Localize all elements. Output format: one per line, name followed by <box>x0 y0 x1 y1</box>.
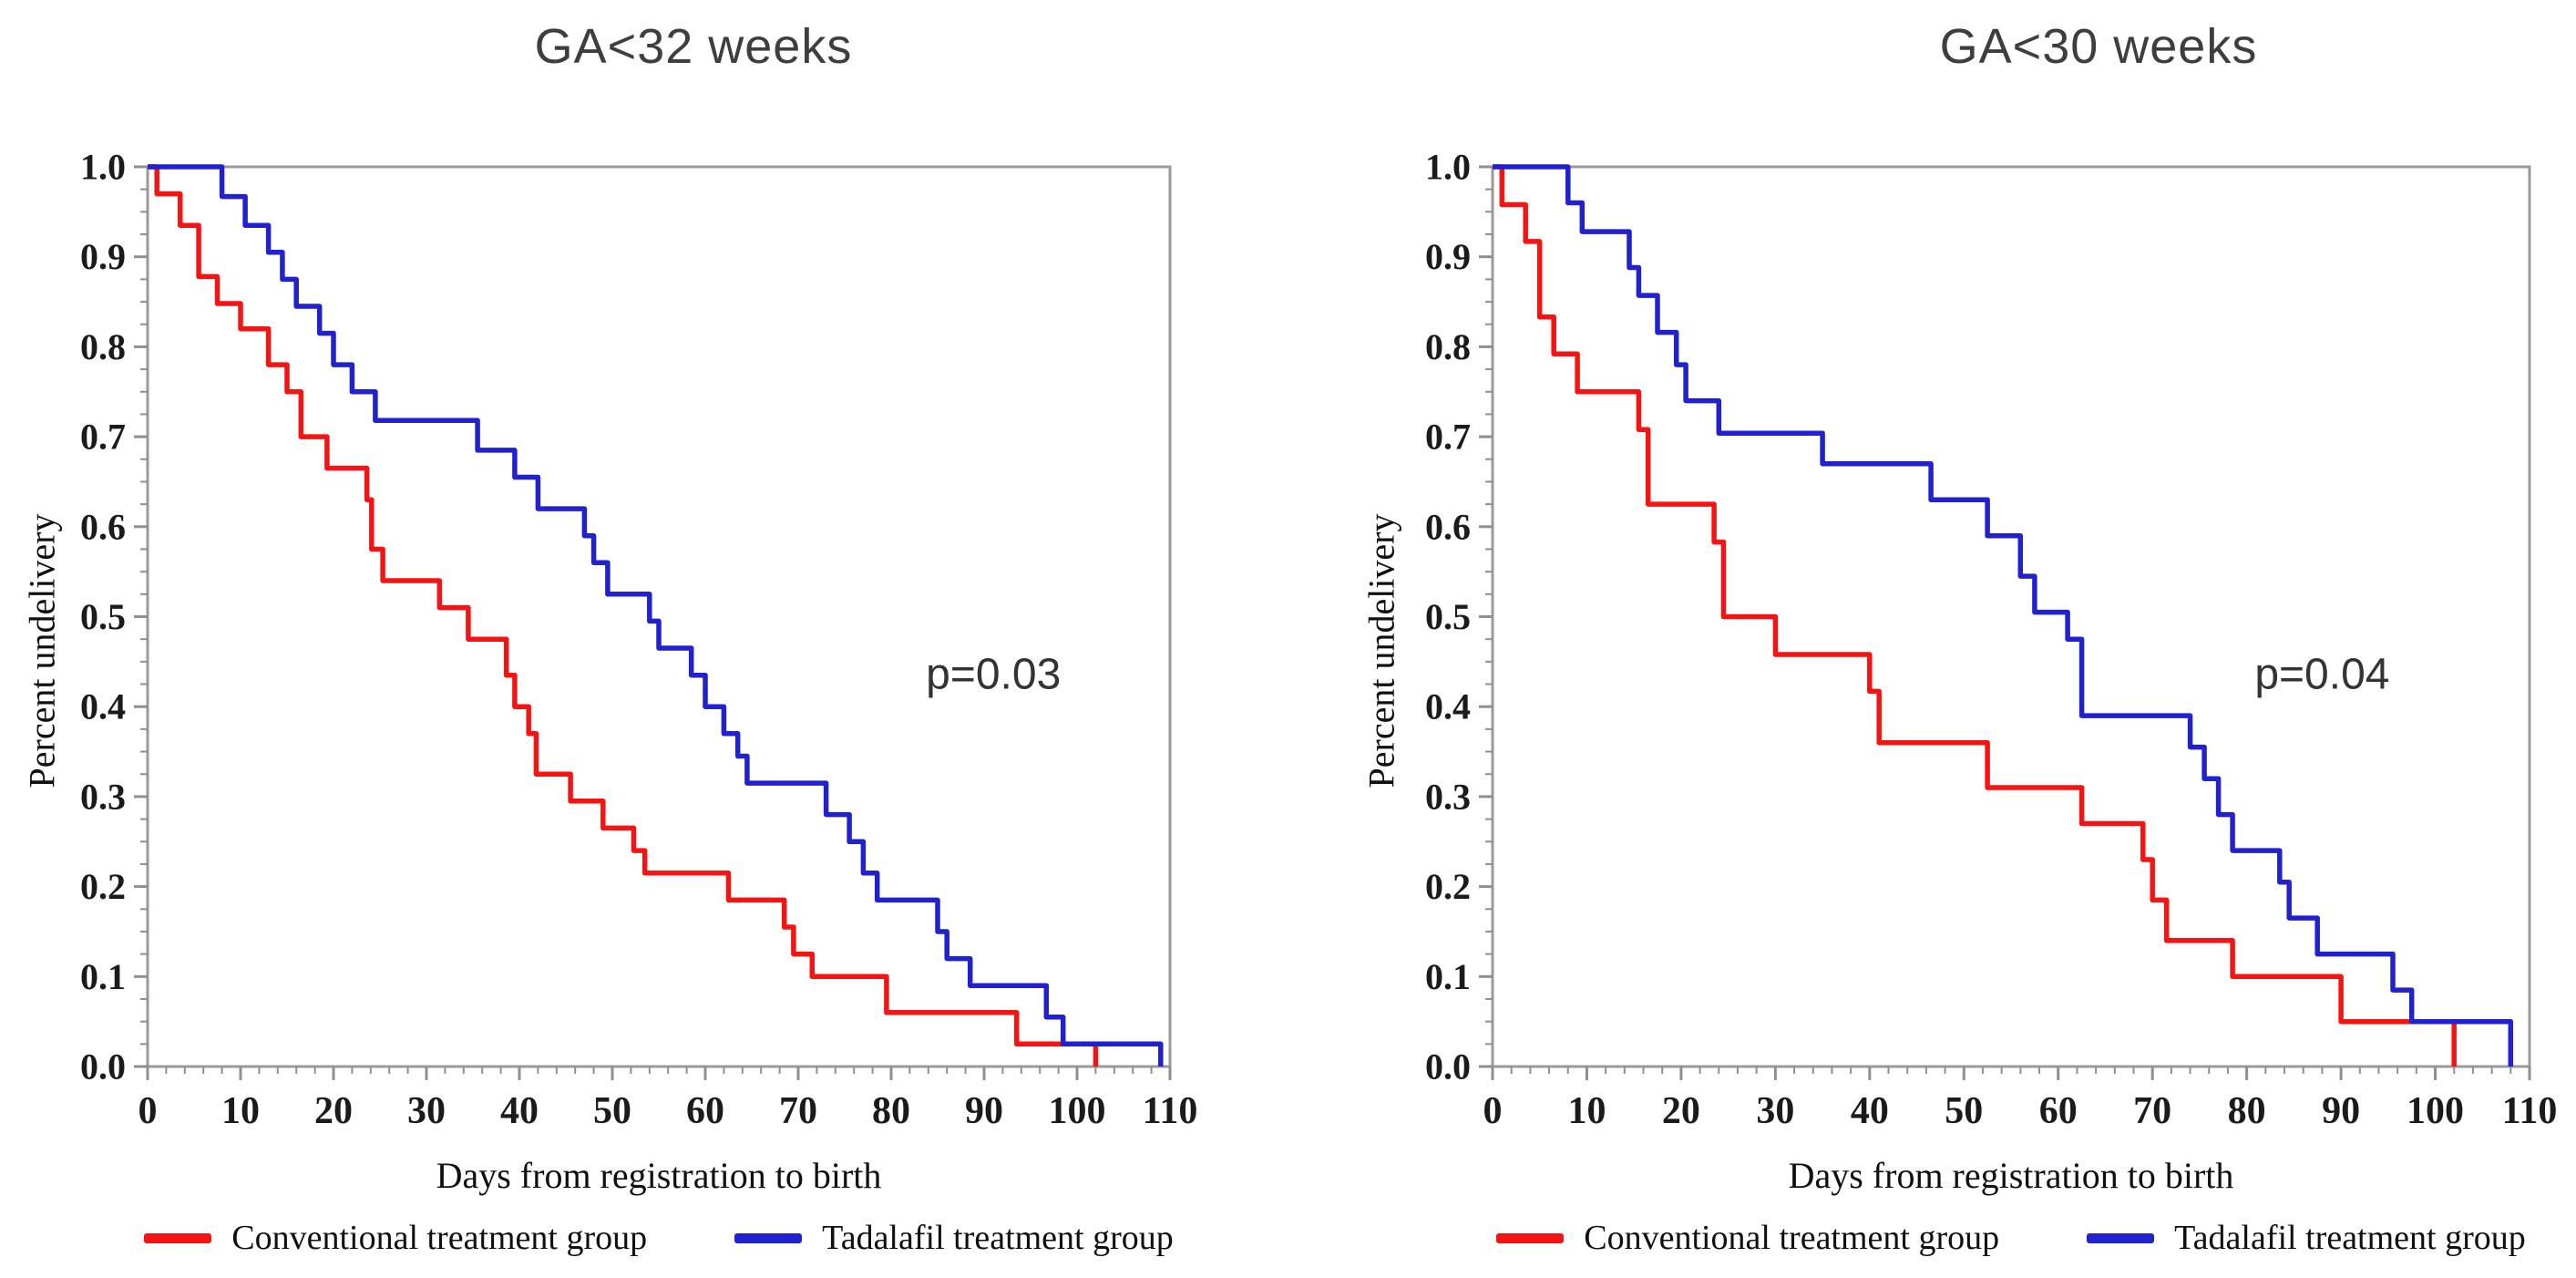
x-tick-label: 110 <box>2502 1090 2558 1132</box>
x-tick-label: 70 <box>779 1090 817 1132</box>
x-axis-label-right: Days from registration to birth <box>1788 1155 2234 1196</box>
p-value-annotation: p=0.03 <box>926 650 1061 698</box>
legend-item-conventional: Conventional treatment group <box>144 1218 647 1258</box>
y-tick-label: 0.1 <box>80 956 126 997</box>
x-tick-label: 40 <box>500 1090 539 1132</box>
x-tick-label: 50 <box>1945 1090 1983 1132</box>
series-conventional <box>148 164 1099 1067</box>
conventional-line-swatch <box>1496 1232 1565 1243</box>
y-tick-label: 0.9 <box>80 236 126 277</box>
y-tick-label: 0.8 <box>80 326 126 367</box>
p-value-annotation: p=0.04 <box>2254 650 2389 698</box>
legend-label-tadalafil: Tadalafil treatment group <box>2174 1219 2526 1257</box>
km-plot-ga32: 0.0 0.1 0.2 0.3 0.4 0.5 0.6 0.7 0.8 0.9 1.0 0 10 20 30… <box>80 147 1197 1133</box>
y-tick-label: 0.0 <box>1425 1046 1471 1087</box>
x-axis-label-left: Days from registration to birth <box>436 1155 882 1196</box>
y-axis-label-left: Percent undelivery <box>21 513 63 788</box>
y-tick-label: 0.2 <box>80 866 126 907</box>
legend-item-tadalafil: Tadalafil treatment group <box>2087 1218 2526 1258</box>
x-tick-label: 100 <box>1049 1090 1106 1132</box>
legend-label-conventional: Conventional treatment group <box>1584 1219 2000 1257</box>
x-tick-label: 70 <box>2133 1090 2171 1132</box>
tadalafil-line-swatch <box>734 1232 803 1243</box>
x-tick-label: 110 <box>1143 1090 1198 1132</box>
legend-right: Conventional treatment group Tadalafil t… <box>1493 1218 2530 1258</box>
conventional-line-swatch <box>144 1232 212 1243</box>
y-axis-label-right: Percent undelivery <box>1360 513 1402 788</box>
x-tick-label: 50 <box>593 1090 631 1132</box>
y-tick-label: 0.1 <box>1425 956 1471 997</box>
plot-frame <box>1491 165 2531 1068</box>
tadalafil-line-swatch <box>2087 1232 2155 1243</box>
y-tick-label: 0.6 <box>1425 506 1471 547</box>
x-tick-label: 30 <box>1756 1090 1794 1132</box>
x-tick-label: 0 <box>1483 1090 1503 1132</box>
y-axis: 0.0 0.1 0.2 0.3 0.4 0.5 0.6 0.7 0.8 0.9 1.0 <box>1425 147 1493 1087</box>
y-tick-label: 1.0 <box>80 147 126 188</box>
x-tick-label: 40 <box>1851 1090 1889 1132</box>
x-tick-label: 60 <box>686 1090 724 1132</box>
y-tick-label: 0.4 <box>80 686 126 727</box>
y-tick-label: 0.0 <box>80 1046 126 1087</box>
y-tick-label: 0.3 <box>80 776 126 817</box>
series-conventional <box>1493 164 2457 1067</box>
chart-title-ga32: GA<32 weeks <box>534 19 853 74</box>
legend-item-conventional: Conventional treatment group <box>1496 1218 1999 1258</box>
x-tick-label: 100 <box>2407 1090 2464 1132</box>
y-tick-label: 0.8 <box>1425 326 1471 367</box>
x-tick-label: 10 <box>221 1090 260 1132</box>
y-tick-label: 0.3 <box>1425 776 1471 817</box>
legend-label-tadalafil: Tadalafil treatment group <box>822 1219 1174 1257</box>
y-tick-label: 0.7 <box>80 417 126 458</box>
y-tick-label: 0.7 <box>1425 417 1471 458</box>
y-tick-label: 1.0 <box>1425 147 1471 188</box>
x-tick-label: 80 <box>2228 1090 2266 1132</box>
y-axis: 0.0 0.1 0.2 0.3 0.4 0.5 0.6 0.7 0.8 0.9 1.0 <box>80 147 148 1087</box>
series-tadalafil <box>1493 164 2514 1067</box>
x-tick-label: 80 <box>872 1090 910 1132</box>
plot-frame <box>146 165 1172 1068</box>
y-tick-label: 0.6 <box>80 506 126 547</box>
x-tick-label: 20 <box>1662 1090 1700 1132</box>
x-tick-label: 90 <box>965 1090 1003 1132</box>
x-tick-label: 0 <box>139 1090 158 1132</box>
chart-title-ga30: GA<30 weeks <box>1939 19 2258 74</box>
legend-label-conventional: Conventional treatment group <box>231 1219 648 1257</box>
legend-item-tadalafil: Tadalafil treatment group <box>734 1218 1174 1258</box>
x-axis: 0 10 20 30 40 50 60 70 80 90 100 110 <box>139 1067 1198 1132</box>
y-tick-label: 0.2 <box>1425 866 1471 907</box>
x-tick-label: 60 <box>2039 1090 2078 1132</box>
legend-left: Conventional treatment group Tadalafil t… <box>144 1218 1174 1258</box>
x-tick-label: 30 <box>407 1090 446 1132</box>
x-tick-label: 10 <box>1567 1090 1606 1132</box>
x-axis: 0 10 20 30 40 50 60 70 80 90 100 110 <box>1483 1067 2558 1132</box>
series-tadalafil <box>148 164 1164 1067</box>
y-tick-label: 0.5 <box>1425 596 1471 637</box>
y-tick-label: 0.4 <box>1425 686 1471 727</box>
x-tick-label: 20 <box>314 1090 353 1132</box>
x-tick-label: 90 <box>2322 1090 2360 1132</box>
y-tick-label: 0.5 <box>80 596 126 637</box>
km-plot-ga30: 0.0 0.1 0.2 0.3 0.4 0.5 0.6 0.7 0.8 0.9 1.0 0 10 20 30… <box>1425 147 2557 1133</box>
y-tick-label: 0.9 <box>1425 236 1471 277</box>
